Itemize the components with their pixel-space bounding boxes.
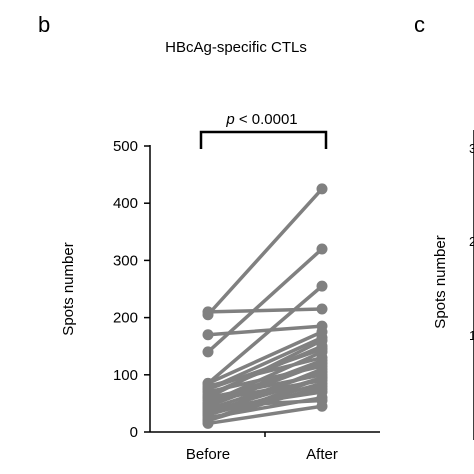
- point-before: [202, 406, 214, 418]
- point-after: [316, 303, 328, 315]
- x-category-after: After: [306, 446, 338, 463]
- point-before: [202, 329, 214, 341]
- pair-line: [206, 330, 324, 386]
- right-panel-tick-fragment-3: 3: [469, 141, 474, 156]
- pair-line: [206, 387, 324, 414]
- point-after: [316, 326, 328, 338]
- x-category-before: Before: [186, 446, 230, 463]
- y-axis-ticks: 0 100 200 300 400 500: [113, 138, 150, 441]
- point-after: [316, 343, 328, 355]
- point-after: [316, 280, 328, 292]
- pair-line: [206, 358, 324, 406]
- point-after: [316, 395, 328, 407]
- point-after: [316, 372, 328, 384]
- pair-line: [206, 373, 324, 400]
- point-before: [202, 346, 214, 358]
- pair-line: [206, 404, 324, 426]
- pair-line: [206, 187, 324, 317]
- y-tick-label: 200: [113, 310, 138, 327]
- right-panel-tick-fragment-2: 2: [469, 234, 474, 249]
- right-panel-tick-fragment-1: 1: [469, 328, 474, 343]
- point-after: [316, 183, 328, 195]
- right-panel-y-axis-label: Spots number: [432, 235, 449, 328]
- y-tick-label: 400: [113, 195, 138, 212]
- significance-annotation: p < 0.0001: [225, 111, 297, 128]
- y-axis-label: Spots number: [60, 242, 77, 335]
- chart-title: HBcAg-specific CTLs: [165, 39, 307, 56]
- pair-line: [206, 398, 324, 409]
- paired-data-series: [202, 183, 328, 429]
- y-tick-label: 100: [113, 367, 138, 384]
- y-tick-label: 0: [130, 424, 138, 441]
- pair-line: [206, 324, 324, 337]
- pair-line: [206, 307, 324, 314]
- significance-bracket: [199, 130, 328, 149]
- panel-label-c: c: [414, 12, 425, 37]
- pair-line: [206, 347, 324, 391]
- point-before: [202, 377, 214, 389]
- point-after: [316, 243, 328, 255]
- y-tick-label: 300: [113, 252, 138, 269]
- point-after: [316, 383, 328, 395]
- panel-label-b: b: [38, 12, 50, 37]
- point-after: [316, 355, 328, 366]
- pair-line: [206, 364, 324, 394]
- pair-line: [206, 284, 324, 386]
- point-before: [202, 306, 214, 318]
- point-before: [202, 415, 214, 427]
- y-tick-label: 500: [113, 138, 138, 155]
